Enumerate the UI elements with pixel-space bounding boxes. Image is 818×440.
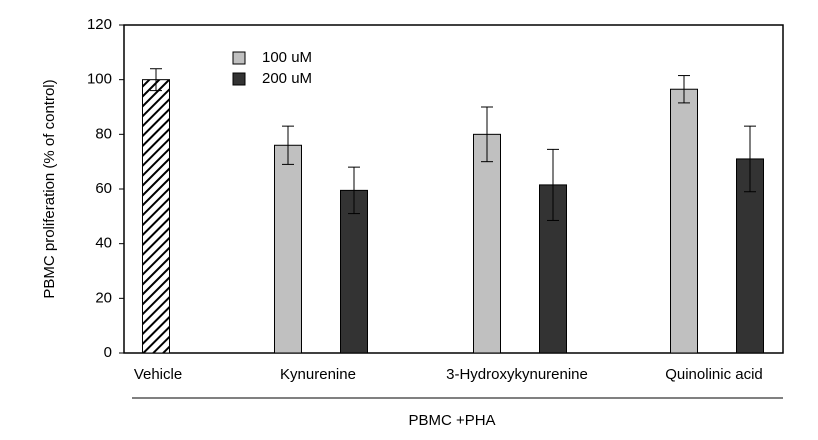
error-bar: [150, 68, 162, 92]
x-tick-label: Quinolinic acid: [665, 366, 763, 383]
y-tick-label: 100: [87, 71, 112, 88]
bar: [340, 189, 368, 354]
y-tick-label: 80: [95, 125, 112, 142]
error-bar: [282, 125, 294, 165]
legend-swatch: [232, 72, 246, 86]
error-bar: [678, 75, 690, 104]
x-tick-label: 3-Hydroxykynurenine: [446, 366, 588, 383]
y-tick-label: 60: [95, 180, 112, 197]
legend-label: 100 uM: [262, 49, 312, 66]
error-bar: [481, 106, 493, 163]
bar: [142, 79, 170, 354]
x-tick-label: Kynurenine: [280, 366, 356, 383]
legend-swatch: [232, 51, 246, 65]
bar: [539, 184, 567, 354]
legend-label: 200 uM: [262, 70, 312, 87]
error-bar: [744, 125, 756, 193]
error-bar: [547, 148, 559, 221]
y-tick-label: 20: [95, 289, 112, 306]
bar: [473, 133, 501, 354]
bar: [670, 88, 698, 354]
y-tick-label: 0: [104, 344, 112, 361]
bar: [274, 144, 302, 354]
error-bar: [348, 166, 360, 215]
x-tick-label: Vehicle: [134, 366, 182, 383]
y-tick-label: 120: [87, 16, 112, 33]
plot-frame: [123, 24, 784, 354]
group-label: PBMC +PHA: [408, 412, 495, 429]
y-axis-label: PBMC proliferation (% of control): [41, 79, 58, 298]
y-tick-label: 40: [95, 235, 112, 252]
